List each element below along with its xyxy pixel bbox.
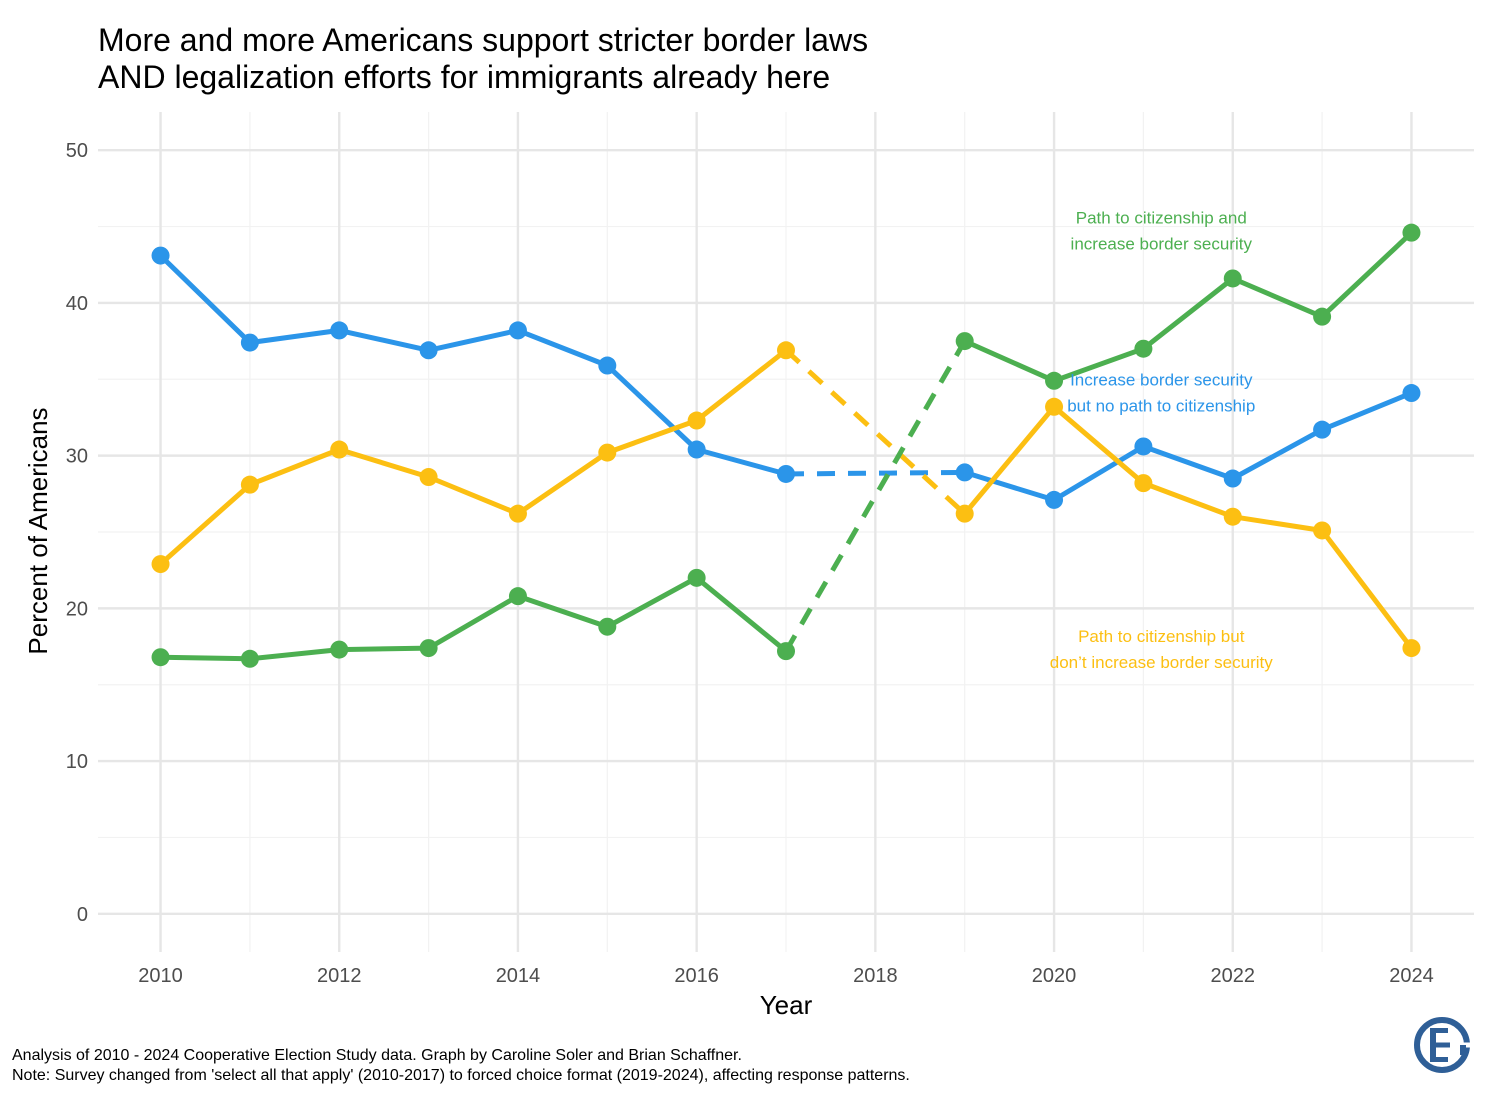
chart-title-line-1: More and more Americans support stricter… xyxy=(98,22,869,58)
data-point xyxy=(598,617,617,636)
caption-line-1: Analysis of 2010 - 2024 Cooperative Elec… xyxy=(12,1047,742,1064)
data-point xyxy=(1134,474,1153,493)
data-point xyxy=(151,246,170,265)
caption-line-2: Note: Survey changed from 'select all th… xyxy=(12,1067,910,1084)
data-point xyxy=(1313,521,1332,540)
series-label: increase border security xyxy=(1071,234,1253,253)
series-label: don’t increase border security xyxy=(1050,653,1274,672)
data-point xyxy=(240,333,259,352)
chart-title: More and more Americans support stricter… xyxy=(98,22,868,96)
data-point xyxy=(240,475,259,494)
data-point xyxy=(508,504,527,523)
data-point xyxy=(1045,490,1064,509)
x-tick-label: 2018 xyxy=(853,965,898,987)
data-point xyxy=(777,341,795,360)
series-line-1-before xyxy=(158,347,789,567)
chart-caption: Analysis of 2010 - 2024 Cooperative Elec… xyxy=(12,1046,910,1086)
data-point xyxy=(1134,437,1153,456)
data-point xyxy=(1313,307,1332,326)
data-point xyxy=(777,642,795,661)
data-point xyxy=(777,464,795,483)
ces-logo-icon xyxy=(1414,1017,1470,1073)
data-point xyxy=(1223,469,1242,488)
data-point xyxy=(330,440,349,459)
y-tick-label: 0 xyxy=(77,904,88,926)
y-tick-label: 50 xyxy=(66,140,88,162)
tick-labels: 2010 2012 2014 2016 2018 2020 2022 2024 0 10 20 30 4… xyxy=(66,140,1434,987)
data-point xyxy=(330,321,349,340)
y-tick-label: 20 xyxy=(66,598,88,620)
chart-title-line-2: AND legalization efforts for immigrants … xyxy=(98,59,831,95)
y-axis-title: Percent of Americans xyxy=(23,407,53,654)
data-point xyxy=(508,587,527,606)
x-tick-label: 2014 xyxy=(496,965,541,987)
y-tick-label: 30 xyxy=(66,446,88,468)
data-point xyxy=(1402,384,1421,403)
data-point xyxy=(508,321,527,340)
x-axis-title: Year xyxy=(760,990,813,1020)
series-points xyxy=(151,223,1421,668)
data-point xyxy=(1223,507,1242,526)
data-point xyxy=(240,649,259,668)
x-tick-label: 2016 xyxy=(674,965,719,987)
data-point xyxy=(955,504,974,523)
data-point xyxy=(955,332,974,351)
series-lines xyxy=(158,230,1414,662)
line-chart: 2010 2012 2014 2016 2018 2020 2022 2024 0 10 20 30 4… xyxy=(23,112,1474,1020)
series-line-0-after xyxy=(962,390,1414,503)
data-point xyxy=(1402,223,1421,242)
data-point xyxy=(1045,397,1064,416)
x-tick-label: 2020 xyxy=(1032,965,1077,987)
data-point xyxy=(1134,339,1153,358)
series-line-1-after xyxy=(962,404,1414,651)
data-point xyxy=(687,440,706,459)
series-label: Path to citizenship and xyxy=(1076,208,1247,227)
data-point xyxy=(151,555,170,574)
data-point xyxy=(1045,371,1064,390)
grid-lines xyxy=(98,112,1474,952)
x-tick-label: 2012 xyxy=(317,965,362,987)
data-point xyxy=(419,468,438,487)
x-tick-label: 2024 xyxy=(1389,965,1434,987)
data-point xyxy=(330,640,349,659)
data-point xyxy=(687,568,706,587)
data-point xyxy=(955,463,974,482)
data-point xyxy=(598,443,617,462)
series-line-1-gap xyxy=(784,348,967,516)
data-point xyxy=(151,648,170,667)
x-tick-label: 2022 xyxy=(1211,965,1256,987)
y-tick-label: 10 xyxy=(66,751,88,773)
series-line-0-before xyxy=(158,253,789,477)
data-point xyxy=(419,639,438,658)
series-label: Increase border security xyxy=(1070,370,1253,389)
data-point xyxy=(419,341,438,360)
data-point xyxy=(1402,639,1421,658)
series-label: but no path to citizenship xyxy=(1067,396,1255,415)
y-tick-label: 40 xyxy=(66,293,88,315)
data-point xyxy=(598,356,617,375)
series-line-2-after xyxy=(962,230,1414,384)
x-tick-label: 2010 xyxy=(138,965,183,987)
series-labels: Increase border security but no path to c… xyxy=(1050,208,1274,671)
data-point xyxy=(687,411,706,430)
data-point xyxy=(1223,269,1242,288)
series-label: Path to citizenship but xyxy=(1078,627,1245,646)
series-line-2-before xyxy=(158,575,789,662)
data-point xyxy=(1313,420,1332,439)
